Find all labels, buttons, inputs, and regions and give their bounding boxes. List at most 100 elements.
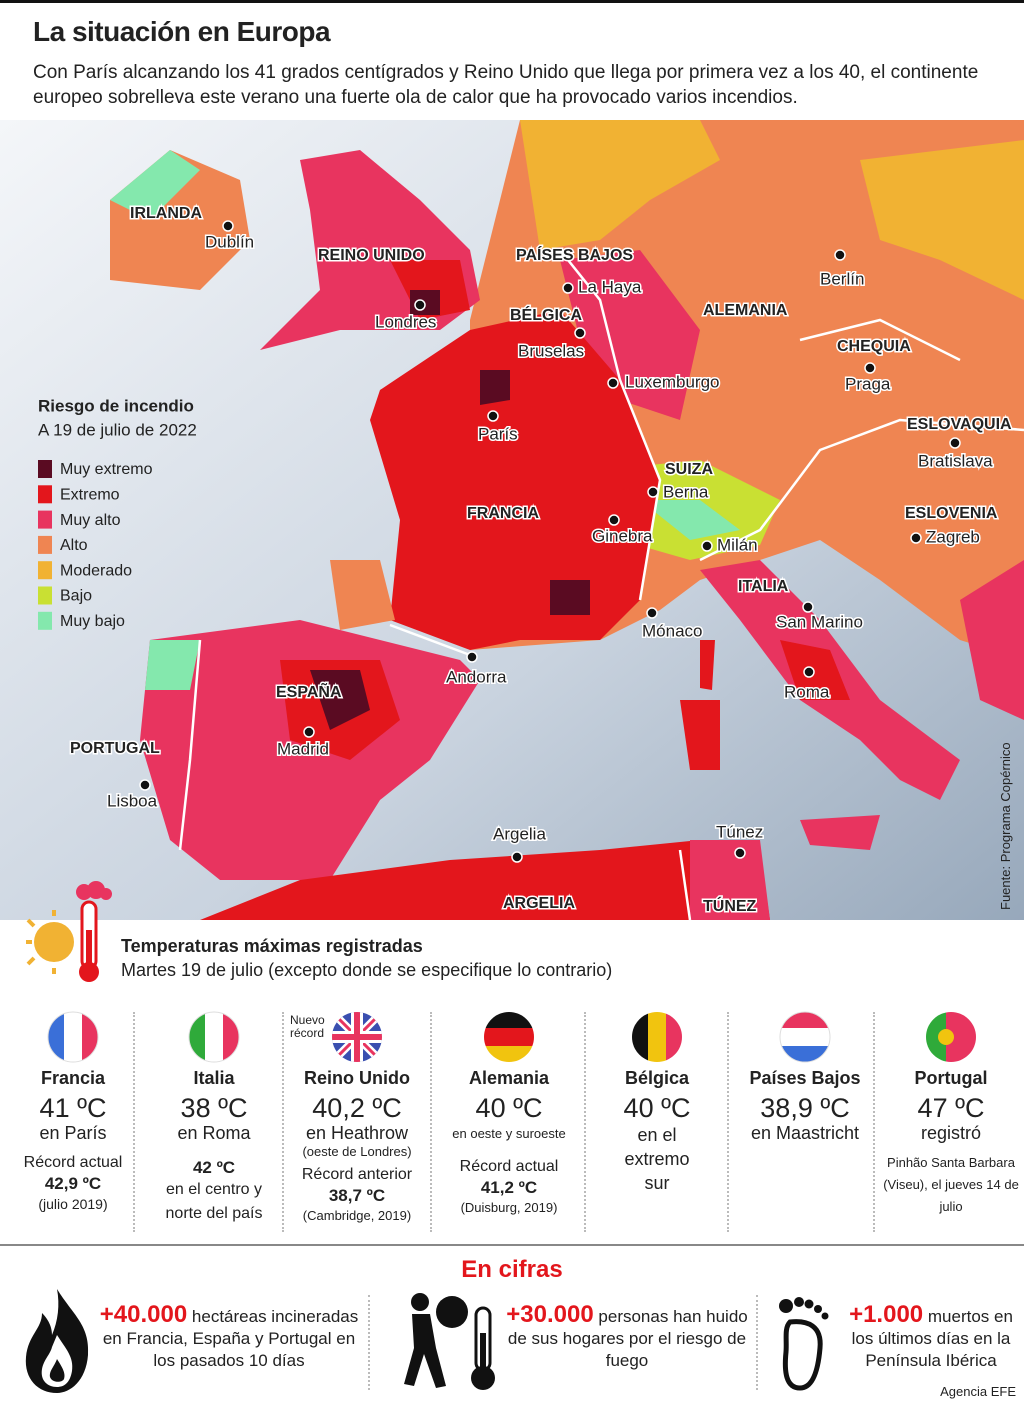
country-label: REINO UNIDO [318,247,425,264]
legend-subtitle: A 19 de julio de 2022 [38,420,197,439]
city-label: Praga [845,374,891,393]
separator [282,1012,284,1232]
city-dot [647,486,659,498]
legend-swatch [38,510,52,529]
country-label: CHEQUIA [837,338,911,355]
city-label: Milán [717,535,758,554]
temp: 40,2 ºC [312,1093,402,1123]
map: Riesgo de incendio A 19 de julio de 2022… [0,120,1024,920]
country-label: ESLOVENIA [905,505,998,522]
legend-label: Extremo [60,487,120,504]
country: Italia [193,1068,235,1088]
borders [178,249,1024,920]
place: en Roma [177,1123,251,1143]
legend-swatch [38,611,52,630]
city-dot [607,377,619,389]
city-dot [303,726,315,738]
country-label: BÉLGICA [510,305,582,324]
temp-card: Italia 38 ºC en Roma 42 ºC en el centro … [141,1010,287,1235]
city-dot [139,779,151,791]
record-note: (julio 2019) [38,1196,108,1212]
flag [188,1011,240,1063]
city-dot [574,327,586,339]
city-label: París [478,424,518,443]
city-label: Andorra [446,667,507,686]
separator [368,1295,370,1390]
country-label: PAÍSES BAJOS [516,245,633,264]
legend-label: Moderado [60,562,132,579]
city-label: Luxemburgo [625,372,720,391]
temps-subtitle: Martes 19 de julio (excepto donde se esp… [121,960,613,980]
place: en oeste y suroeste [452,1126,566,1141]
legend-label: Muy alto [60,512,121,529]
country-label: ALEMANIA [703,302,788,319]
record-label: Récord actual [459,1158,559,1175]
country-label: PORTUGAL [70,740,160,757]
footprint-icon [779,1297,829,1391]
title: La situación en Europa [33,16,331,47]
city-dot [608,514,620,526]
city-label: Madrid [277,739,329,758]
city-label: Mónaco [642,621,702,640]
record-note: en el centro y norte del país [165,1181,263,1222]
city-dot [734,847,746,859]
legend-items: Muy extremo Extremo Muy alto Alto Moderado Ba… [38,460,153,630]
figure-text: hectáreas incineradas en Francia, España… [102,1307,359,1370]
city-dot [646,607,658,619]
place-note: Pinhão Santa Barbara (Viseu), el jueves … [883,1155,1019,1214]
figures-title: En cifras [461,1256,563,1283]
city-labels: Dublín Londres La Haya Bruselas Berlín Luxemb… [106,220,995,863]
legend-swatch [38,535,52,554]
figure-text: muertos en los últimos días en la Peníns… [851,1307,1013,1370]
record-label: Récord anterior [301,1166,413,1183]
separator [133,1012,135,1232]
country-label: ESLOVAQUIA [907,416,1012,433]
flag [926,1012,976,1062]
source: Fuente: Programa Copérnico [998,742,1013,910]
legend-title: Riesgo de incendio [38,396,194,415]
city-label: San Marino [776,612,863,631]
figure: +1.000 muertos en los últimos días en la… [838,1303,1024,1372]
legend: Riesgo de incendio A 19 de julio de 2022… [38,396,197,630]
city-label: Londres [375,312,436,331]
separator [430,1012,432,1232]
place: en el extremo sur [624,1125,690,1193]
heat-icon [26,881,112,982]
record-label: Récord actual [23,1154,123,1171]
temp-card: Bélgica 40 ºC en el extremo sur [584,1010,730,1235]
temp: 40 ºC [623,1093,691,1123]
legend-label: Alto [60,537,88,554]
place: registró [920,1123,982,1143]
separator [756,1295,758,1390]
city-label: Argelia [493,824,546,843]
record: 42 ºC [192,1158,236,1177]
temp-card: Francia 41 ºC en París Récord actual 42,… [0,1010,146,1235]
city-label: Dublín [205,232,254,251]
fire-icon [25,1289,89,1393]
separator [727,1012,729,1232]
temp-card: Alemania 40 ºC en oeste y suroeste Récor… [436,1010,582,1235]
record: 38,7 ºC [328,1186,386,1205]
city-label: Ginebra [592,526,653,545]
temp-card: Portugal 47 ºC registró Pinhão Santa Bar… [878,1010,1024,1235]
figure-number: +40.000 [99,1301,188,1328]
city-dot [487,410,499,422]
country-label: ITALIA [738,578,789,595]
country: Portugal [914,1068,988,1088]
legend-swatch [38,460,52,478]
country-label: TÚNEZ [703,896,757,915]
figure: +40.000 hectáreas incineradas en Francia… [98,1301,360,1372]
legend-swatch [38,561,52,580]
country: Reino Unido [304,1068,410,1088]
figure-number: +30.000 [506,1301,594,1328]
temp-card: Nuevo récord Reino Unido 40,2 ºC en Heat… [284,1010,430,1235]
place: en París [39,1123,107,1143]
city-dot [864,362,876,374]
record: 41,2 ºC [480,1178,538,1197]
city-label: Lisboa [107,791,158,810]
country: Alemania [468,1068,550,1088]
temp-card: Países Bajos 38,9 ºC en Maastricht [732,1010,878,1235]
city-label: Bruselas [518,341,584,360]
place: en Heathrow [305,1123,409,1143]
city-dot [511,851,523,863]
